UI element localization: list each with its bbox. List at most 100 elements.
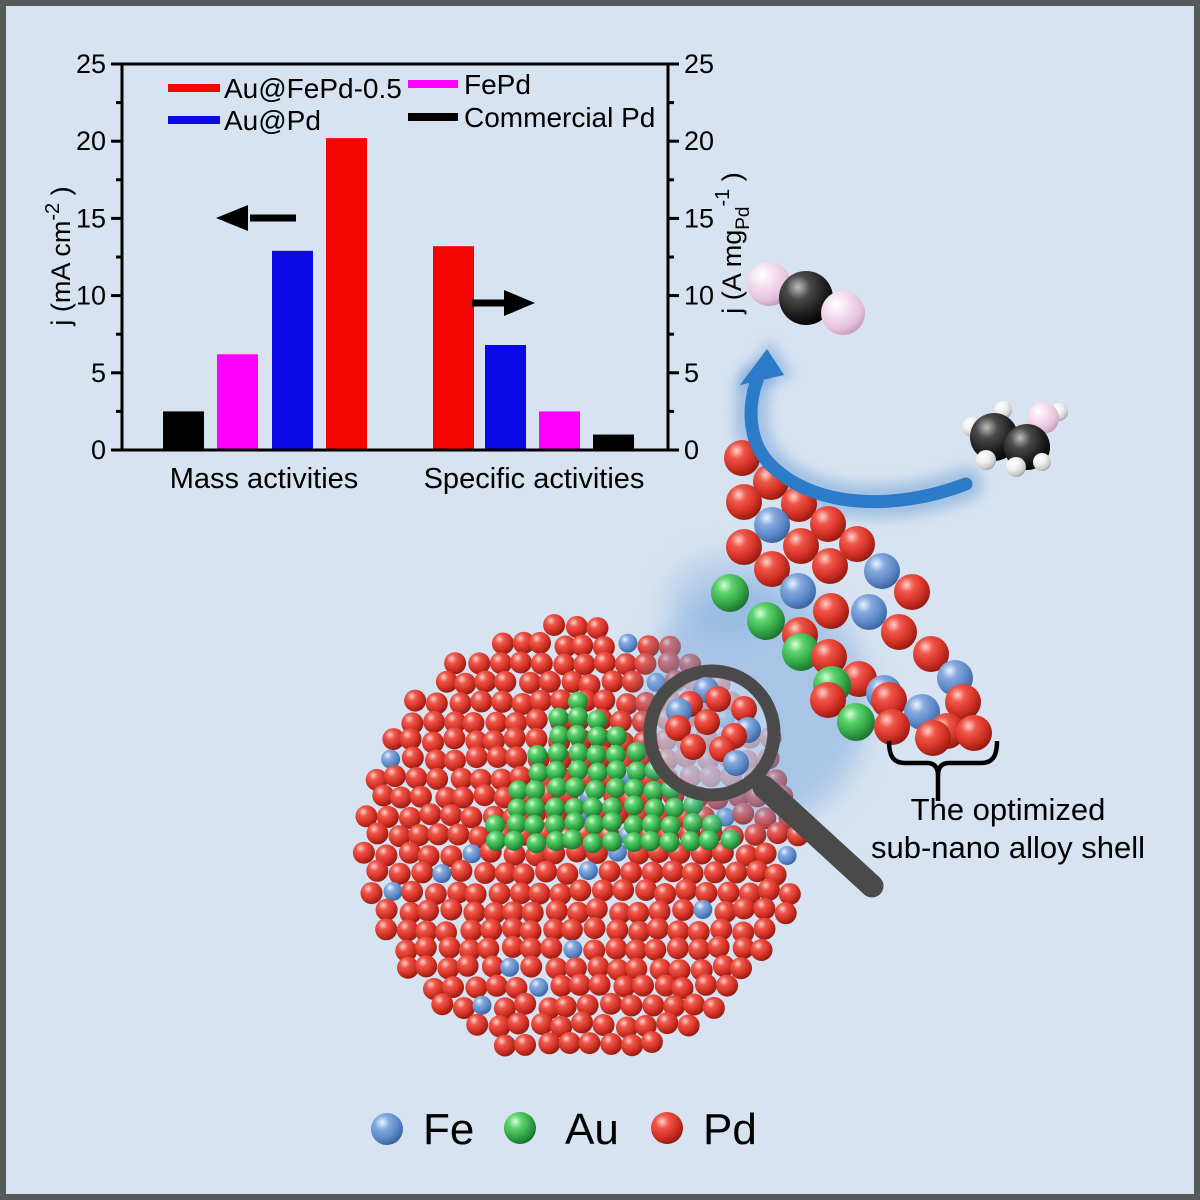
legend-swatch: [168, 116, 220, 124]
atom-Pd: [401, 746, 424, 769]
atom-Pd: [435, 670, 458, 693]
atom-Pd: [538, 1032, 561, 1055]
annotation-line1: The optimized: [911, 792, 1106, 827]
atom-Pd: [447, 881, 470, 904]
atom-Pd: [913, 636, 949, 672]
atom-Pd: [566, 615, 588, 638]
atom-Pd: [415, 955, 438, 978]
atom-Au: [545, 831, 566, 851]
y-tick-label-right: 5: [684, 358, 699, 388]
atom-Pd: [717, 881, 740, 904]
atom-Fe: [472, 995, 492, 1015]
atom-Pd: [444, 711, 467, 734]
y-tick-label-right: 20: [684, 126, 714, 156]
atom-C: [779, 271, 833, 325]
atom-Pd: [753, 917, 776, 940]
atom-Pd: [661, 860, 684, 883]
atom-Pd: [688, 938, 711, 961]
atom-Pd: [571, 634, 594, 657]
atom-Pd: [666, 937, 689, 960]
atom-Pd: [576, 994, 599, 1017]
atom-Au: [528, 762, 549, 783]
atom-Pd: [440, 898, 463, 921]
atom-Pd: [431, 993, 454, 1016]
atom-Pd: [554, 635, 577, 658]
atom-Pd: [726, 484, 762, 520]
legend-swatch: [168, 84, 220, 92]
atom-Pd: [438, 936, 461, 959]
atom-Au: [548, 707, 569, 728]
atom-Pd: [578, 1032, 601, 1055]
atom-Pd: [520, 937, 542, 960]
atom-Pd: [583, 939, 606, 962]
atom-Pd: [519, 920, 542, 943]
atom-Pd: [543, 918, 566, 941]
atom-Au: [626, 761, 647, 782]
atom-Au: [508, 780, 529, 801]
atom-Pd: [443, 749, 466, 772]
atom-Pd: [725, 861, 748, 884]
atom-Pd: [600, 992, 622, 1015]
atom-Au: [640, 831, 661, 852]
atom-Pd: [481, 955, 504, 978]
atom-Au: [626, 742, 647, 762]
atom-Pd: [538, 670, 561, 693]
y-tick-label-left: 0: [91, 435, 106, 465]
atom-Au: [485, 815, 506, 835]
y-tick-label-right: 15: [684, 203, 714, 233]
legend-label: FePd: [464, 69, 531, 100]
atom-Pd: [874, 709, 910, 745]
annotation-line2: sub-nano alloy shell: [871, 830, 1145, 865]
atom-Pd: [490, 768, 513, 791]
atom-Pd: [598, 860, 621, 883]
element-legend: Fe Au Pd: [371, 1105, 757, 1154]
atom-Pd: [593, 689, 616, 712]
magnifier-handle: [752, 775, 884, 898]
atom-Au: [568, 760, 589, 780]
atom-Pd: [588, 973, 611, 996]
bar-au-fepd-0-5: [326, 138, 367, 450]
atom-Pd: [426, 767, 449, 790]
atom-Pd: [680, 734, 706, 760]
atom-Au: [525, 780, 546, 801]
atom-H: [1033, 453, 1051, 471]
atom-Pd: [695, 881, 718, 904]
atom-Pd: [419, 803, 442, 826]
product-molecule: [747, 262, 865, 335]
atom-Pd: [521, 901, 544, 924]
atom-Au: [547, 777, 568, 798]
atom-Au: [586, 744, 607, 765]
atom-Pd: [474, 861, 497, 884]
atom-Fe: [723, 750, 749, 776]
atom-Pd: [609, 902, 632, 925]
atom-Pd: [654, 883, 677, 905]
atom-Fe: [432, 864, 452, 884]
atom-Pd: [427, 823, 450, 846]
element-label-fe: Fe: [423, 1105, 474, 1154]
atom-Au: [527, 744, 548, 765]
atom-Pd: [593, 651, 616, 674]
atom-Pd: [396, 919, 419, 942]
atom-Pd: [583, 917, 606, 940]
atom-Pd: [483, 902, 506, 924]
atom-Au: [524, 814, 545, 835]
scene-canvas: 0 0 5 5 10 10 15 15 20 20 25 25 j (mA cm-2 ) j (A m…: [42, 49, 1145, 1154]
atom-Pd: [554, 995, 577, 1018]
atom-Pd: [881, 614, 917, 650]
atom-Pd: [894, 574, 930, 610]
atom-Au: [698, 830, 719, 851]
atom-Pd: [810, 682, 846, 718]
atom-Pd: [488, 1015, 511, 1038]
atom-Fe: [563, 939, 583, 959]
atom-Pd: [449, 692, 472, 715]
atom-Pd: [607, 958, 630, 981]
atom-Fe: [777, 846, 797, 865]
atom-Pd: [502, 901, 525, 924]
atom-Pd: [494, 862, 517, 885]
atom-Pd: [493, 1034, 516, 1057]
atom-Pd: [667, 920, 690, 943]
atom-Pd: [366, 859, 389, 882]
atom-Pd: [411, 861, 434, 884]
atom-Pd: [568, 973, 591, 996]
atom-Pd: [553, 653, 576, 676]
